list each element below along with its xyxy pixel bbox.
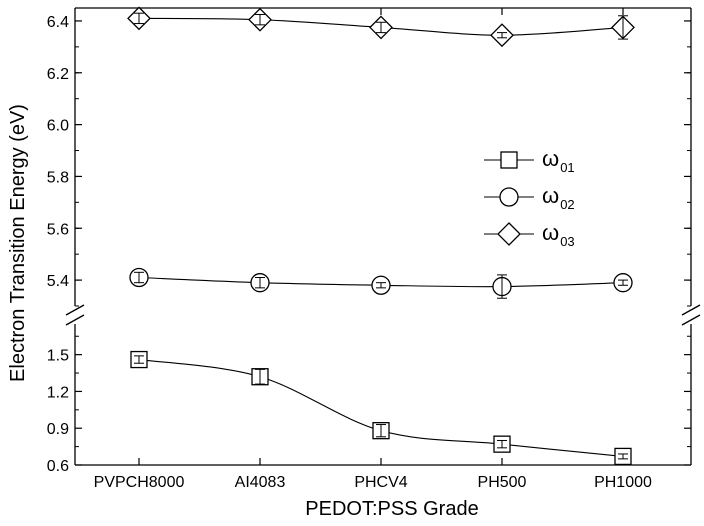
- x-tick-label: PH500: [478, 474, 527, 491]
- legend-marker-03: [497, 222, 521, 246]
- y-tick-label: 5.4: [47, 273, 69, 290]
- axes: [65, 7, 701, 466]
- legend-label-02: ω02: [542, 183, 575, 212]
- y-tick-label: 0.6: [47, 458, 69, 475]
- y-tick-label: 5.8: [47, 169, 69, 186]
- series-points: [127, 6, 635, 466]
- legend-label-03: ω03: [542, 220, 575, 249]
- x-tick-label: PHCV4: [354, 474, 407, 491]
- y-tick-label: 1.2: [47, 384, 69, 401]
- y-tick-label: 5.6: [47, 221, 69, 238]
- x-tick-label: PH1000: [594, 474, 652, 491]
- y-tick-label: 0.9: [47, 421, 69, 438]
- y-tick-label: 6.0: [47, 118, 69, 135]
- axis-break-mark: [681, 314, 701, 326]
- x-axis-title: PEDOT:PSS Grade: [305, 498, 478, 520]
- legend-marker-01: [500, 151, 518, 169]
- x-tick-label: PVPCH8000: [94, 474, 185, 491]
- legend: ω01 ω02 ω03: [484, 146, 575, 249]
- legend-label-01: ω01: [542, 146, 575, 175]
- tick-labels: 5.4 5.6 5.8 6.0 6.2 6.4 0.6 0.9 1.2 1.5 PVPCH8000 A…: [47, 14, 652, 491]
- y-axis-title: Electron Transition Energy (eV): [7, 104, 29, 382]
- axis-break-mark: [65, 304, 85, 316]
- y-tick-label: 6.4: [47, 14, 69, 31]
- axis-break-mark: [65, 314, 85, 326]
- y-tick-label: 1.5: [47, 348, 69, 365]
- legend-marker-02: [499, 187, 519, 207]
- series-line-01: [138, 359, 624, 457]
- axis-break-mark: [681, 304, 701, 316]
- y-tick-label: 6.2: [47, 66, 69, 83]
- x-tick-label: AI4083: [235, 474, 286, 491]
